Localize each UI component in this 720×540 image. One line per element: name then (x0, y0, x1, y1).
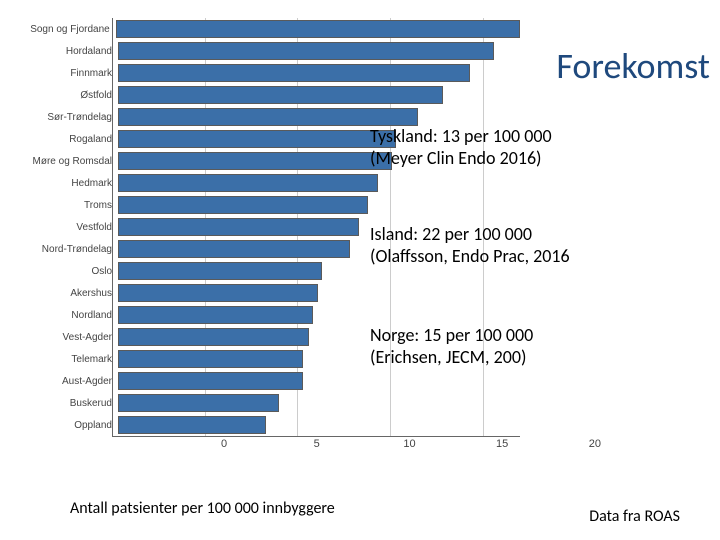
annotation-line: Tyskland: 13 per 100 000 (370, 126, 552, 148)
chart-row: Oppland (0, 414, 520, 436)
x-axis-caption: Antall patsienter per 100 000 innbyggere (70, 499, 335, 518)
bar (118, 64, 470, 82)
bar (118, 130, 396, 148)
data-source-caption: Data fra ROAS (589, 507, 680, 526)
bar (118, 42, 494, 60)
category-label: Finnmark (0, 68, 118, 79)
bar-cell (118, 194, 520, 216)
x-tick-label: 5 (314, 438, 320, 450)
category-label: Akershus (0, 288, 118, 299)
chart-row: Buskerud (0, 392, 520, 414)
bar (118, 284, 318, 302)
bar (118, 86, 443, 104)
category-label: Aust-Agder (0, 376, 118, 387)
bar-cell (118, 414, 520, 436)
x-tick-label: 15 (496, 438, 508, 450)
category-label: Hedmark (0, 178, 118, 189)
bar (118, 174, 378, 192)
category-label: Oslo (0, 266, 118, 277)
category-label: Vestfold (0, 222, 118, 233)
bar-cell (118, 370, 520, 392)
chart-row: Aust-Agder (0, 370, 520, 392)
bar-cell (118, 392, 520, 414)
bar (118, 372, 303, 390)
bar (118, 108, 418, 126)
chart-row: Nordland (0, 304, 520, 326)
category-label: Vest-Agder (0, 332, 118, 343)
bar-cell (118, 304, 520, 326)
chart-x-axis: 05101520 (224, 436, 520, 456)
bar (116, 20, 520, 38)
annotation-2: Norge: 15 per 100 000(Erichsen, JECM, 20… (370, 325, 533, 368)
bar (118, 416, 266, 434)
annotation-1: Island: 22 per 100 000(Olaffsson, Endo P… (370, 224, 570, 267)
bar (118, 306, 313, 324)
annotation-line: (Meyer Clin Endo 2016) (370, 148, 552, 170)
bar (118, 218, 359, 236)
chart-row: Hordaland (0, 40, 520, 62)
bar-cell (118, 62, 520, 84)
category-label: Telemark (0, 354, 118, 365)
bar-cell (118, 282, 520, 304)
x-tick-label: 0 (221, 438, 227, 450)
bar-cell (116, 18, 520, 40)
annotation-line: Island: 22 per 100 000 (370, 224, 570, 246)
bar (118, 240, 350, 258)
x-tick-label: 20 (589, 438, 601, 450)
annotation-line: (Olaffsson, Endo Prac, 2016 (370, 246, 570, 268)
chart-row: Finnmark (0, 62, 520, 84)
annotation-0: Tyskland: 13 per 100 000(Meyer Clin Endo… (370, 126, 552, 169)
page-title: Forekomst (556, 44, 710, 88)
bar-cell (118, 40, 520, 62)
bar-cell (118, 172, 520, 194)
gridline (112, 18, 113, 436)
category-label: Oppland (0, 420, 118, 431)
category-label: Nord-Trøndelag (0, 244, 118, 255)
bar (118, 152, 392, 170)
bar (118, 350, 303, 368)
category-label: Sør-Trøndelag (0, 112, 118, 123)
category-label: Østfold (0, 90, 118, 101)
bar (118, 394, 279, 412)
category-label: Rogaland (0, 134, 118, 145)
category-label: Nordland (0, 310, 118, 321)
chart-row: Hedmark (0, 172, 520, 194)
bar (118, 196, 368, 214)
category-label: Buskerud (0, 398, 118, 409)
category-label: Troms (0, 200, 118, 211)
bar (118, 262, 322, 280)
chart-row: Troms (0, 194, 520, 216)
chart-row: Sogn og Fjordane (0, 18, 520, 40)
annotation-line: Norge: 15 per 100 000 (370, 325, 533, 347)
category-label: Sogn og Fjordane (0, 24, 116, 35)
x-tick-label: 10 (403, 438, 415, 450)
bar (118, 328, 309, 346)
category-label: Hordaland (0, 46, 118, 57)
category-label: Møre og Romsdal (0, 156, 118, 167)
chart-row: Akershus (0, 282, 520, 304)
chart-row: Østfold (0, 84, 520, 106)
x-axis-line (112, 436, 520, 437)
bar-cell (118, 84, 520, 106)
annotation-line: (Erichsen, JECM, 200) (370, 347, 533, 369)
